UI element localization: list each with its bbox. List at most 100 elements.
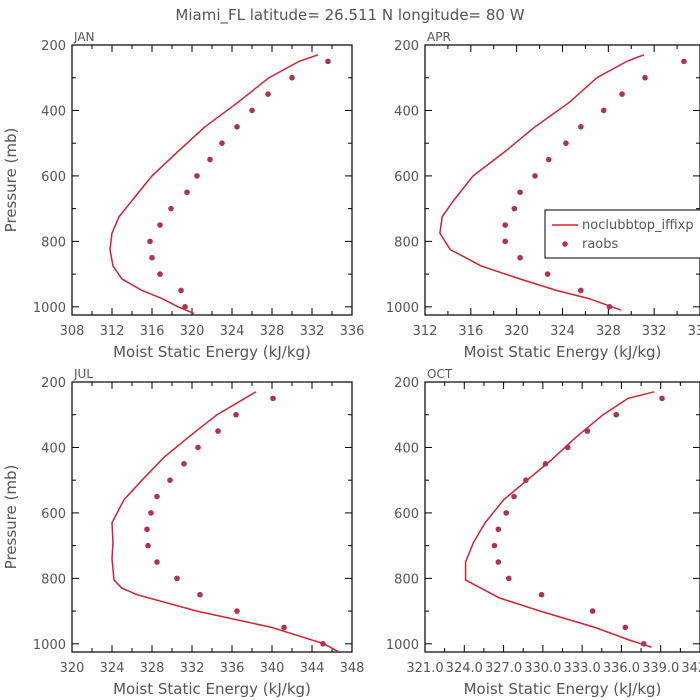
x-tick-label: 312: [100, 324, 125, 339]
raob-point: [517, 189, 523, 196]
y-tick-label: 200: [41, 39, 66, 54]
legend-point-label: raobs: [582, 237, 619, 252]
legend-line-label: noclubbtop_iffixp: [582, 218, 694, 233]
y-tick-label: 200: [394, 39, 419, 54]
y-tick-label: 1000: [386, 301, 419, 316]
raob-point: [511, 493, 517, 500]
model-profile-line: [439, 54, 645, 311]
x-tick-label: 330.0: [524, 661, 561, 676]
raob-point: [154, 559, 160, 565]
raob-point: [681, 58, 687, 65]
y-tick-label: 1000: [33, 301, 66, 316]
x-axis-title: Moist Static Energy (kJ/kg): [464, 343, 662, 361]
x-tick-label: 332: [642, 324, 667, 339]
x-tick-label: 344: [300, 661, 325, 676]
plot-frame: [71, 44, 353, 316]
y-tick-label: 400: [394, 104, 419, 119]
raob-point: [215, 428, 221, 434]
x-tick-label: 336.0: [603, 661, 640, 676]
x-tick-label: 320: [60, 661, 85, 676]
x-tick-label: 320: [504, 324, 529, 339]
raob-point: [502, 222, 509, 228]
raob-point: [544, 271, 551, 277]
raob-point: [178, 287, 184, 294]
raob-point: [234, 608, 240, 614]
raob-point: [564, 444, 571, 451]
raob-point: [149, 254, 155, 261]
raob-point: [563, 140, 569, 146]
raob-point: [249, 107, 255, 114]
x-tick-label: 328: [596, 324, 621, 339]
raob-point: [194, 173, 200, 179]
model-profile-line: [464, 391, 655, 648]
raob-point: [281, 624, 287, 631]
x-tick-label: 320: [180, 324, 205, 339]
raob-point: [613, 411, 619, 418]
raob-point: [197, 591, 203, 598]
raob-point: [265, 91, 271, 97]
x-tick-label: 339.0: [642, 661, 679, 676]
raob-point: [578, 124, 584, 130]
x-tick-label: 336: [340, 324, 365, 339]
raob-point: [234, 124, 240, 130]
x-axis-title: Moist Static Energy (kJ/kg): [113, 680, 311, 698]
y-tick-label: 1000: [386, 638, 419, 653]
plot-frame: [424, 381, 700, 653]
raob-point: [659, 395, 665, 402]
legend: noclubbtop_iffixp raobs: [544, 209, 700, 259]
legend-point-swatch: [562, 241, 568, 247]
raob-point: [174, 575, 180, 582]
raob-point: [154, 493, 160, 500]
raob-point: [517, 254, 523, 261]
panel-jul: JUL 320 324 328 332 336 340 344 348 200 400 600 800 1…: [2, 367, 364, 698]
y-tick-label: 600: [41, 170, 66, 185]
y-tick-label: 1000: [33, 638, 66, 653]
raob-point: [207, 156, 213, 163]
raob-point: [640, 641, 647, 647]
x-tick-label: 324: [220, 324, 245, 339]
x-tick-label: 312: [413, 324, 438, 339]
x-tick-label: 342.0: [681, 661, 700, 676]
raob-point: [157, 222, 163, 228]
x-tick-label: 328: [140, 661, 165, 676]
raob-point: [619, 91, 625, 97]
raob-point: [538, 591, 545, 598]
raob-point: [145, 542, 151, 549]
x-tick-label: 316: [140, 324, 165, 339]
raob-point: [495, 559, 502, 565]
x-tick-label: 333.0: [564, 661, 601, 676]
raob-point: [589, 608, 596, 614]
raob-point: [325, 58, 331, 65]
raob-point: [622, 624, 629, 631]
raob-point: [491, 542, 498, 549]
raob-point: [157, 271, 163, 277]
raob-point: [600, 107, 607, 114]
raob-point: [219, 140, 225, 146]
raob-point: [289, 74, 295, 81]
raob-point: [167, 477, 173, 483]
raob-point: [523, 477, 529, 483]
plot-frame: [424, 44, 700, 316]
x-tick-label: 324.0: [446, 661, 483, 676]
raob-point: [148, 510, 154, 516]
raob-point: [147, 238, 153, 245]
y-tick-label: 600: [41, 507, 66, 522]
panel-jan: JAN 308 312 316 320 324 328 332 336 200 400 600 800 1…: [2, 30, 364, 361]
panel-label: JUL: [73, 367, 93, 381]
chart-title: Miami_FL latitude= 26.511 N longitude= 8…: [175, 6, 524, 25]
x-tick-label: 324: [100, 661, 125, 676]
x-tick-label: 316: [458, 324, 483, 339]
plot-frame: [71, 381, 353, 653]
raob-point: [542, 461, 549, 467]
x-tick-label: 321.0: [406, 661, 443, 676]
panel-label: JAN: [73, 30, 95, 44]
legend-box: [544, 209, 700, 259]
raob-point: [270, 395, 276, 402]
y-tick-label: 200: [394, 376, 419, 391]
x-tick-label: 336: [688, 324, 700, 339]
panel-apr: APR 312 316 320 324 328 332 336 200 400 600 800 1000…: [386, 30, 700, 361]
y-axis-title: Pressure (mb): [2, 465, 20, 570]
y-tick-label: 800: [41, 572, 66, 587]
raob-point: [578, 287, 584, 294]
